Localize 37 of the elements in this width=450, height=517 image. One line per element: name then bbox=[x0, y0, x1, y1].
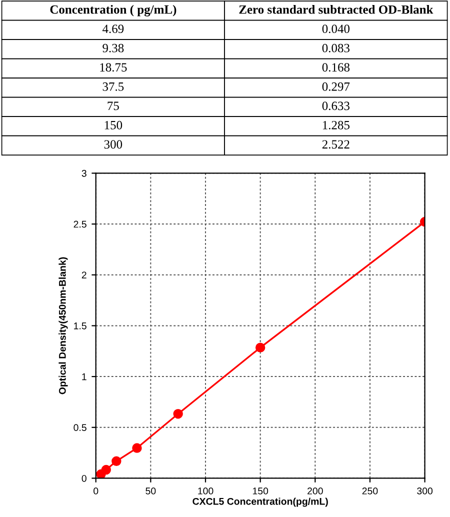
x-tick-label: 0 bbox=[94, 488, 98, 494]
point bbox=[112, 456, 122, 466]
text: Zero standard subtracted OD-Blank bbox=[239, 4, 434, 14]
text: Concentration ( pg/mL) bbox=[50, 4, 176, 16]
x-tick-label: 250 bbox=[362, 488, 378, 494]
text: 0.040 bbox=[322, 24, 350, 34]
text: 1.285 bbox=[322, 120, 350, 130]
point bbox=[132, 443, 142, 453]
text: 2.522 bbox=[322, 140, 350, 149]
point bbox=[101, 464, 111, 475]
x-tick-label: 200 bbox=[308, 488, 323, 494]
text: 4.69 bbox=[102, 24, 124, 34]
text: 9.38 bbox=[102, 44, 124, 52]
text: 18.75 bbox=[100, 63, 127, 72]
text: 0.297 bbox=[322, 82, 350, 91]
y-tick-label: 2 bbox=[82, 272, 86, 278]
point bbox=[173, 409, 183, 419]
text: 150 bbox=[104, 120, 122, 130]
y-tick-label: 1 bbox=[82, 373, 86, 380]
text: 0.633 bbox=[322, 102, 350, 110]
x-tick-label: 150 bbox=[252, 488, 268, 494]
y-tick-label: 3 bbox=[82, 170, 86, 177]
y-axis-title: Optical Density(450nm-Blank) bbox=[58, 257, 68, 394]
text: 0.083 bbox=[322, 44, 350, 52]
text: 0.168 bbox=[322, 63, 350, 72]
x-axis-title: CXCL5 Concentration(pg/mL) bbox=[192, 498, 328, 507]
text: 75 bbox=[108, 102, 119, 110]
x-tick-label: 100 bbox=[198, 488, 214, 494]
text: 300 bbox=[104, 140, 122, 149]
y-tick-label: 0 bbox=[82, 474, 86, 482]
y-tick-label: 1.5 bbox=[74, 322, 86, 330]
text: 37.5 bbox=[102, 82, 124, 91]
x-tick-label: 300 bbox=[417, 488, 433, 494]
x-tick-label: 50 bbox=[146, 488, 156, 494]
y-tick-label: 2.5 bbox=[74, 220, 86, 228]
y-tick-label: 0.5 bbox=[74, 424, 86, 432]
point bbox=[255, 342, 266, 352]
